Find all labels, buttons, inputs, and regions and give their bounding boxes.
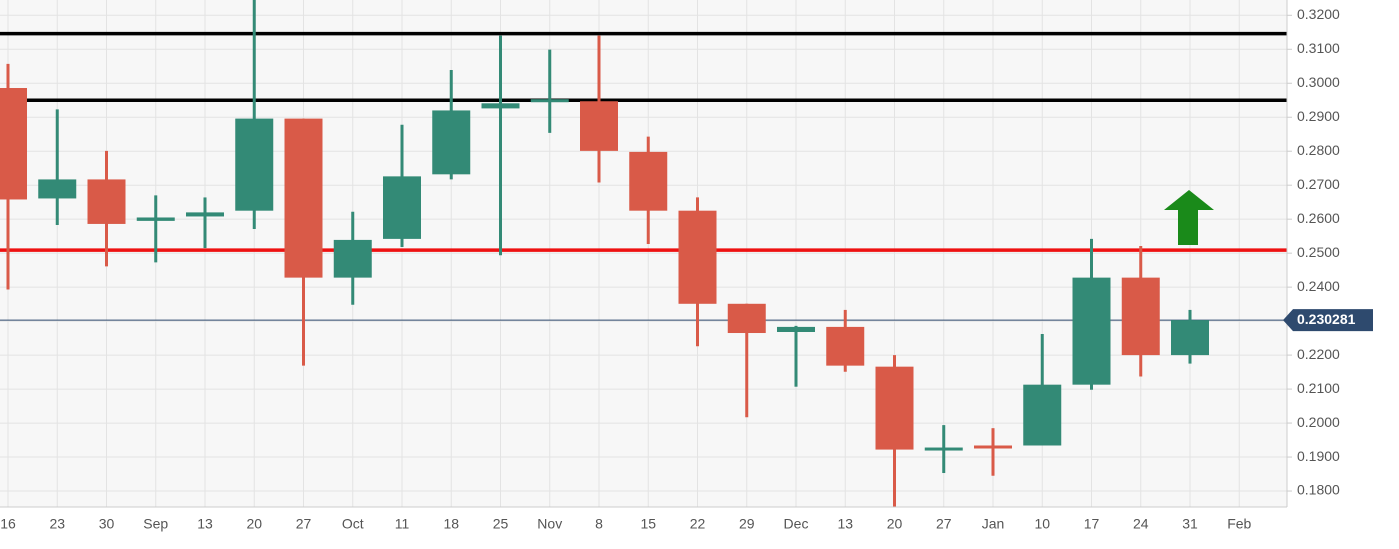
y-tick-label: 0.2400 — [1297, 278, 1340, 294]
current-price-label: 0.230281 — [1297, 311, 1356, 327]
y-tick-label: 0.2600 — [1297, 210, 1340, 226]
x-tick-label: 16 — [0, 516, 16, 532]
up-arrow — [1164, 190, 1214, 245]
x-tick-label: 13 — [837, 516, 853, 532]
candle-body — [235, 118, 274, 211]
candle-body — [924, 447, 963, 451]
candle-body — [284, 118, 323, 278]
candle-body — [0, 88, 27, 200]
candle-body — [678, 210, 717, 304]
x-tick-label: Sep — [143, 516, 168, 532]
x-tick-label: 10 — [1034, 516, 1050, 532]
current-price-tag — [1283, 309, 1373, 332]
axes: 0.18000.19000.20000.21000.22000.23000.24… — [0, 6, 1373, 532]
candle-body — [333, 239, 372, 278]
x-tick-label: 29 — [739, 516, 755, 532]
x-tick-label: 22 — [690, 516, 706, 532]
x-tick-label: 13 — [197, 516, 213, 532]
y-tick-label: 0.3100 — [1297, 40, 1340, 56]
candle-body — [136, 217, 175, 221]
x-tick-label: Nov — [537, 516, 562, 532]
x-tick-label: Dec — [784, 516, 809, 532]
x-tick-label: 30 — [99, 516, 115, 532]
x-tick-label: 31 — [1182, 516, 1198, 532]
candles — [0, 0, 1209, 508]
y-tick-label: 0.2700 — [1297, 176, 1340, 192]
y-tick-label: 0.2200 — [1297, 346, 1340, 362]
y-tick-label: 0.2100 — [1297, 380, 1340, 396]
candle-body — [432, 110, 471, 175]
y-tick-label: 0.3200 — [1297, 6, 1340, 22]
candle-body — [974, 445, 1012, 449]
x-tick-label: 20 — [246, 516, 262, 532]
y-tick-label: 0.2000 — [1297, 414, 1340, 430]
candle-body — [580, 101, 618, 151]
y-tick-label: 0.2500 — [1297, 244, 1340, 260]
candle-body — [1171, 320, 1209, 356]
candle-body — [186, 212, 224, 217]
y-tick-label: 0.1900 — [1297, 448, 1340, 464]
x-tick-label: 17 — [1084, 516, 1100, 532]
candle-body — [1121, 277, 1160, 356]
x-tick-label: Feb — [1227, 516, 1251, 532]
x-tick-label: 20 — [887, 516, 903, 532]
x-tick-label: Oct — [342, 516, 364, 532]
x-tick-label: 11 — [395, 516, 410, 532]
candle-body — [1023, 384, 1062, 446]
candle-body — [1072, 277, 1111, 385]
x-tick-label: 15 — [640, 516, 656, 532]
y-tick-label: 0.2900 — [1297, 108, 1340, 124]
candle-body — [383, 176, 421, 239]
candle-body — [727, 303, 766, 334]
x-tick-label: 8 — [595, 516, 603, 532]
x-tick-label: 27 — [936, 516, 952, 532]
y-tick-label: 0.3000 — [1297, 74, 1340, 90]
candle-body — [87, 179, 126, 224]
candle-body — [38, 179, 77, 199]
candle-body — [530, 99, 569, 103]
x-tick-label: 27 — [296, 516, 312, 532]
x-tick-label: 23 — [49, 516, 65, 532]
x-tick-label: 18 — [443, 516, 459, 532]
candle-body — [481, 103, 520, 109]
x-tick-label: 24 — [1133, 516, 1149, 532]
x-tick-label: 25 — [493, 516, 509, 532]
y-tick-label: 0.1800 — [1297, 482, 1340, 498]
candle-body — [629, 151, 668, 211]
candle-body — [875, 366, 914, 450]
y-tick-label: 0.2800 — [1297, 142, 1340, 158]
levels — [0, 31, 1287, 321]
x-tick-label: Jan — [982, 516, 1005, 532]
candle-body — [777, 326, 815, 332]
candle-body — [826, 326, 865, 366]
